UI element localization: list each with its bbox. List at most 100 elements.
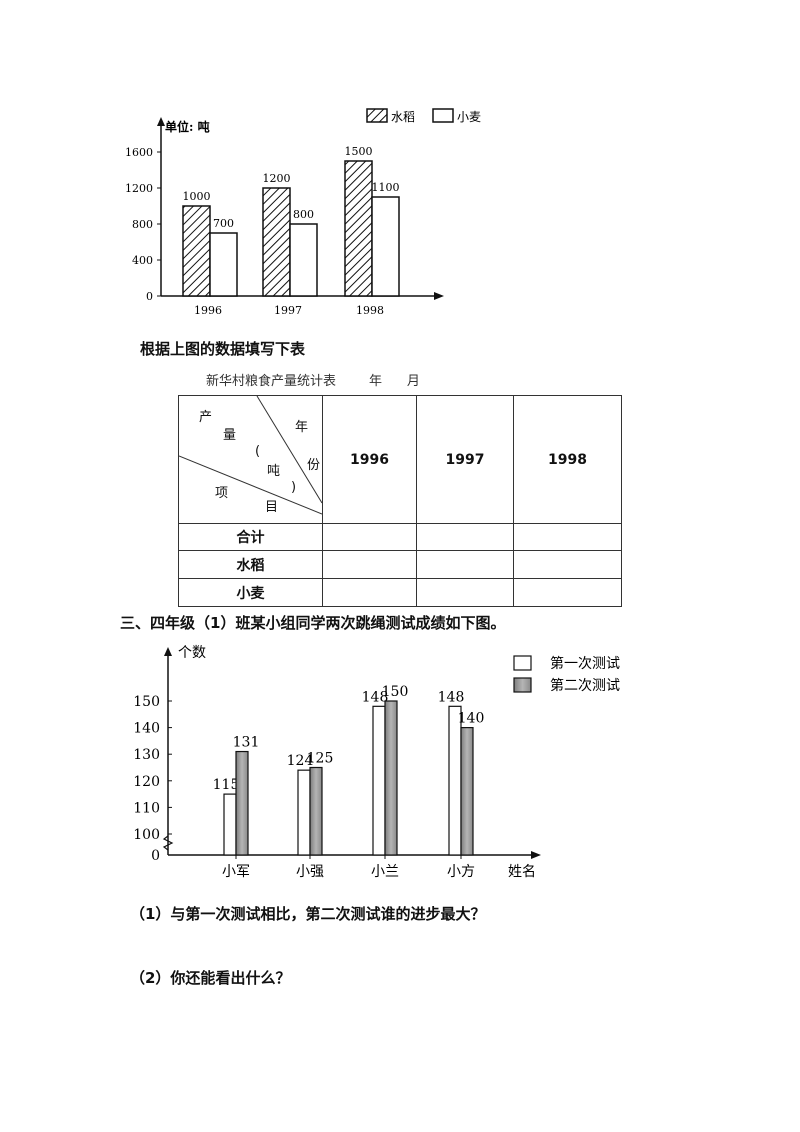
x-axis-arrow [434,292,444,300]
data-label: 700 [213,217,234,230]
bar [309,766,323,856]
y-tick-label: 140 [133,721,160,737]
row-label-wheat: 小麦 [178,578,323,607]
data-label: 125 [307,751,334,767]
data-label: 115 [213,777,240,793]
x-axis-label: 姓名 [508,864,536,880]
y-tick-label: 400 [132,254,153,267]
bar [344,160,373,297]
y-tick-label: 800 [132,218,153,231]
table-cell[interactable] [416,523,514,551]
table-cell[interactable] [513,523,622,551]
legend-swatch [513,655,532,671]
bars: 115 124 148 148 131 125 150 140 [213,684,485,856]
diagonal-header-cell: 产 量 ( 吨 ) 项 目 年 份 [178,395,323,524]
unit-label: 单位: 吨 [165,119,210,134]
statistics-table: 产 量 ( 吨 ) 项 目 年 份 1996 1997 1998 合计 水稻 小… [178,395,622,607]
legend-label: 小麦 [457,110,481,124]
table-caption: 新华村粮食产量统计表 年 月 [206,374,420,389]
diag-label-xiang: 项 [215,486,229,501]
data-label: 1000 [183,190,211,203]
bar [297,769,311,856]
bar [371,196,400,297]
table-row-wheat: 小麦 [178,578,622,607]
y-axis-label: 个数 [178,645,206,661]
table-cell[interactable] [513,578,622,607]
bars: 1000 1200 1500 700 800 1100 [182,145,400,297]
table-cell[interactable] [322,523,417,551]
row-label-total: 合计 [178,523,323,551]
question-1: （1）与第一次测试相比，第二次测试谁的进步最大？ [130,905,486,923]
row-label-rice: 水稻 [178,550,323,579]
grain-bar-chart: 单位: 吨 0 400 800 1200 1600 1996 1997 1998 1000 120… [125,108,481,317]
table-cell[interactable] [416,550,514,579]
bar [262,187,291,297]
axis-break-icon [162,835,174,851]
bar [372,705,386,856]
diag-label-fen: 份 [307,458,321,473]
year-header-1997: 1997 [416,395,514,524]
data-label: 140 [458,711,485,727]
legend-swatch [432,108,454,123]
y-tick-label: 120 [133,774,160,790]
data-label: 1500 [345,145,373,158]
x-tick-label: 1996 [194,304,222,317]
diag-label-paren-left: ( [255,444,261,459]
legend-label: 水稻 [391,110,415,124]
data-label: 148 [362,689,389,705]
bar [235,750,249,856]
x-tick-label: 1998 [356,304,384,317]
data-label: 150 [382,684,409,700]
table-row-total: 合计 [178,523,622,551]
y-tick-label: 1600 [125,146,153,159]
table-cell[interactable] [322,578,417,607]
year-header-1998: 1998 [513,395,622,524]
x-tick-label: 小军 [222,864,250,880]
legend-swatch [513,677,532,693]
table-cell[interactable] [513,550,622,579]
data-label: 131 [233,735,260,751]
y-tick-label: 1200 [125,182,153,195]
bar [223,793,237,856]
instruction-text: 根据上图的数据填写下表 [140,340,306,358]
data-label: 124 [287,753,314,769]
legend-label: 第二次测试 [550,677,620,694]
x-tick-label: 小兰 [371,864,399,880]
bar [384,700,398,856]
data-label: 1200 [263,172,291,185]
legend: 水稻 小麦 [366,108,481,124]
y-tick-label: 0 [146,290,153,303]
y-tick-label: 100 [133,827,160,843]
bar [289,223,318,297]
table-header-row: 产 量 ( 吨 ) 项 目 年 份 1996 1997 1998 [178,395,622,524]
y-tick-label: 150 [133,694,160,710]
x-tick-label: 小强 [296,864,324,880]
table-cell[interactable] [322,550,417,579]
diag-label-dun: 吨 [267,464,281,479]
y-tick-label: 0 [151,848,160,864]
y-tick-label: 110 [133,800,160,816]
diag-label-paren-right: ) [291,480,297,495]
data-label: 800 [293,208,314,221]
y-axis-arrow [157,117,165,126]
y-tick-label: 130 [133,747,160,763]
diag-label-mu: 目 [265,500,279,515]
diag-label-liang: 量 [223,428,237,443]
x-axis-arrow [531,851,541,859]
x-tick-label: 1997 [274,304,302,317]
legend-label: 第一次测试 [550,655,620,672]
bar [448,705,462,856]
bar [209,232,238,297]
table-cell[interactable] [416,578,514,607]
y-axis-arrow [164,647,172,656]
section-3-heading: 三、四年级（1）班某小组同学两次跳绳测试成绩如下图。 [120,614,506,632]
bar [182,205,211,297]
data-label: 148 [438,689,465,705]
data-label: 1100 [372,181,400,194]
diag-label-chan: 产 [199,410,213,425]
x-tick-label: 小方 [447,864,475,880]
bar [460,726,474,856]
